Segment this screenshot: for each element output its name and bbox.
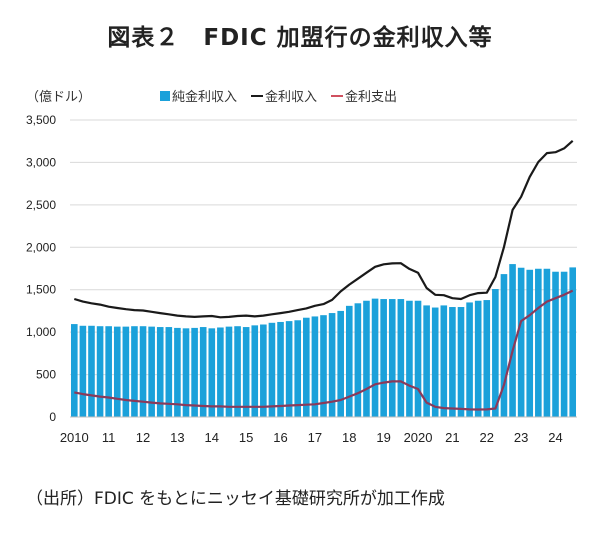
bar-net-interest-income: [354, 303, 362, 417]
bar-net-interest-income: [277, 321, 284, 417]
bar-net-interest-income: [268, 322, 276, 417]
bar-net-interest-income: [414, 300, 422, 417]
legend-swatch-line: [331, 94, 344, 97]
bar-net-interest-income: [431, 307, 439, 417]
bar-net-interest-income: [388, 299, 396, 417]
x-tick-label: 17: [308, 430, 322, 445]
bar-net-interest-income: [526, 269, 534, 417]
bar-net-interest-income: [345, 305, 353, 417]
legend-item-interest-income: 金利収入: [251, 86, 317, 105]
x-tick-label: 2020: [404, 430, 433, 445]
y-tick-label: 1,500: [26, 283, 56, 297]
bar-net-interest-income: [560, 271, 568, 417]
bar-net-interest-income: [260, 324, 267, 417]
bar-net-interest-income: [131, 326, 138, 417]
x-tick-label: 12: [136, 430, 150, 445]
bar-net-interest-income: [569, 267, 577, 417]
bar-net-interest-income: [449, 307, 456, 417]
bar-net-interest-income: [457, 307, 465, 417]
bar-net-interest-income: [122, 326, 130, 417]
bar-net-interest-income: [242, 327, 250, 417]
bar-net-interest-income: [88, 325, 95, 417]
bar-net-interest-income: [217, 327, 224, 417]
bar-net-interest-income: [225, 326, 233, 417]
bar-net-interest-income: [139, 326, 147, 417]
bar-net-interest-income: [70, 324, 78, 417]
bar-net-interest-income: [328, 313, 336, 417]
x-tick-label: 13: [170, 430, 184, 445]
bar-net-interest-income: [311, 316, 319, 417]
bar-net-interest-income: [363, 300, 370, 417]
x-tick-label: 14: [205, 430, 219, 445]
y-tick-label: 3,500: [26, 113, 56, 127]
legend-item-net-interest-income: 純金利収入: [160, 86, 237, 105]
bar-net-interest-income: [105, 326, 112, 417]
bar-net-interest-income: [148, 326, 155, 417]
bar-net-interest-income: [165, 327, 173, 417]
bar-net-interest-income: [474, 300, 482, 417]
bar-net-interest-income: [320, 315, 327, 417]
bar-net-interest-income: [406, 300, 413, 417]
bar-net-interest-income: [156, 327, 164, 417]
chart-plot: 0 500 1,000 1,500 2,000 2,500 3,000 3,500 2010 11…: [26, 113, 577, 445]
legend-label: 純金利収入: [172, 90, 238, 105]
legend-swatch-bar: [160, 90, 170, 101]
x-tick-label: 11: [102, 430, 116, 445]
legend-item-interest-expense: 金利支出: [331, 86, 397, 105]
bar-net-interest-income: [397, 299, 405, 417]
line-interest-income: [73, 139, 574, 319]
bar-net-interest-income: [543, 268, 551, 417]
x-tick-label: 22: [480, 430, 494, 445]
bar-net-interest-income: [535, 268, 542, 417]
bar-net-interest-income: [191, 327, 198, 417]
bar-net-interest-income: [380, 299, 387, 417]
x-tick-label: 23: [514, 430, 528, 445]
x-tick-label: 15: [239, 430, 253, 445]
bar-net-interest-income: [509, 264, 516, 417]
bar-net-interest-income: [182, 328, 190, 417]
y-tick-label: 500: [36, 368, 56, 382]
bar-net-interest-income: [552, 271, 559, 417]
legend: 純金利収入 金利収入 金利支出: [160, 86, 397, 105]
bar-net-interest-income: [79, 325, 87, 417]
y-tick-label: 1,000: [26, 325, 56, 339]
x-tick-label: 16: [273, 430, 287, 445]
x-tick-label: 24: [548, 430, 562, 445]
bar-net-interest-income: [303, 317, 310, 417]
bar-net-interest-income: [251, 325, 259, 417]
x-tick-label: 21: [445, 430, 459, 445]
bar-net-interest-income: [208, 328, 216, 417]
chart-title: 図表２ FDIC 加盟行の金利収入等: [107, 25, 493, 51]
y-tick-label: 0: [49, 410, 56, 424]
x-tick-label: 18: [342, 430, 356, 445]
bar-net-interest-income: [294, 320, 302, 417]
bar-net-interest-income: [483, 300, 491, 417]
bar-net-interest-income: [466, 302, 473, 417]
legend-label: 金利支出: [345, 90, 398, 105]
x-tick-label: 2010: [60, 430, 89, 445]
bar-net-interest-income: [500, 274, 508, 417]
bar-net-interest-income: [199, 327, 207, 417]
bar-net-interest-income: [285, 321, 293, 417]
legend-swatch-line: [251, 94, 264, 97]
bar-net-interest-income: [113, 326, 121, 417]
bar-net-interest-income: [423, 305, 430, 417]
y-tick-label: 2,000: [26, 240, 56, 254]
legend-label: 金利収入: [265, 90, 318, 105]
bar-net-interest-income: [234, 326, 241, 417]
source-note: （出所）FDIC をもとにニッセイ基礎研究所が加工作成: [26, 489, 445, 509]
bar-net-interest-income: [337, 310, 344, 417]
y-tick-label: 3,000: [26, 155, 56, 169]
y-tick-label: 2,500: [26, 198, 56, 212]
bar-net-interest-income: [517, 267, 525, 417]
bar-net-interest-income: [440, 305, 448, 417]
bar-net-interest-income: [492, 289, 499, 417]
bar-net-interest-income: [371, 298, 379, 417]
x-tick-label: 19: [376, 430, 390, 445]
bar-net-interest-income: [96, 326, 104, 417]
bar-net-interest-income: [174, 327, 181, 417]
y-axis-unit-label: （億ドル）: [26, 90, 92, 105]
